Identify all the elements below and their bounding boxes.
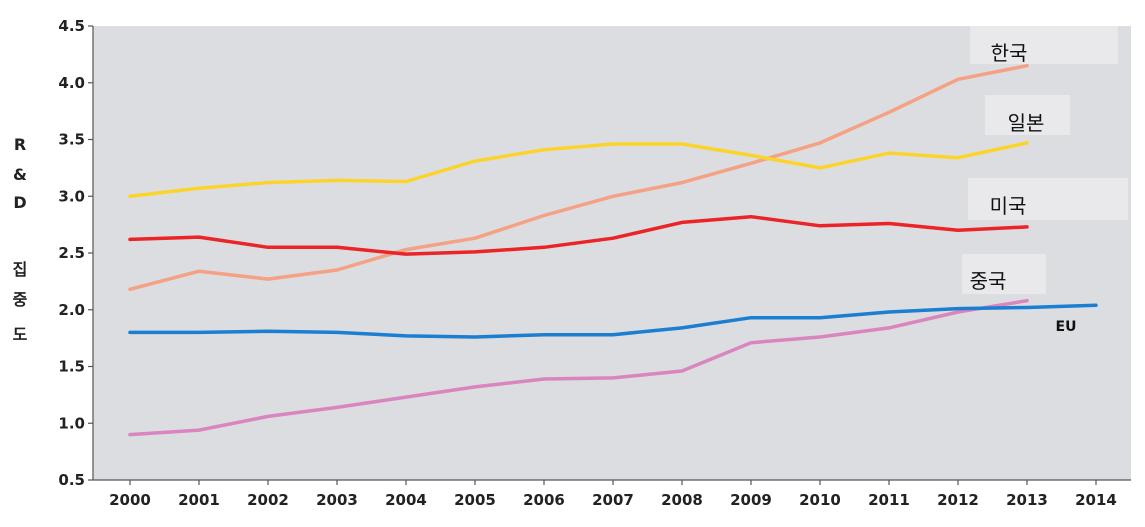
y-tick-label: 1.5 [58, 358, 85, 376]
x-tick-label: 2003 [316, 491, 358, 509]
x-tick-label: 2009 [730, 491, 772, 509]
y-axis-label: R & D 집중도 [13, 135, 28, 344]
y-tick-label: 1.0 [58, 414, 85, 432]
y-axis-label-char: R [14, 135, 26, 154]
x-tick-label: 2013 [1006, 491, 1048, 509]
x-ticks: 2000 2001 2002 2003 2004 2005 2006 2007 2008 2009… [109, 480, 1117, 509]
x-tick-label: 2006 [523, 491, 565, 509]
y-ticks: 0.5 1.0 1.5 2.0 2.5 3.0 3.5 4.0 4.5 [58, 17, 93, 489]
y-axis-label-char: 집 [13, 260, 28, 279]
series-label-box [962, 254, 1046, 294]
series-label-box [970, 26, 1118, 64]
y-axis-label-char: & [13, 165, 27, 184]
y-tick-label: 3.0 [58, 187, 85, 205]
y-tick-label: 4.0 [58, 74, 85, 92]
x-tick-label: 2000 [109, 491, 151, 509]
series-label: 중국 [970, 269, 1007, 293]
x-tick-label: 2008 [661, 491, 703, 509]
series-label-box [968, 178, 1128, 220]
series-label: 일본 [1008, 111, 1045, 135]
y-axis-label-char: 도 [13, 325, 28, 344]
x-tick-label: 2014 [1075, 491, 1117, 509]
series-label: 미국 [990, 194, 1027, 218]
series-line [128, 141, 1029, 199]
y-tick-label: 4.5 [58, 17, 85, 35]
y-tick-label: 3.5 [58, 131, 85, 149]
series-lines [128, 63, 1098, 437]
x-tick-label: 2005 [454, 491, 496, 509]
y-axis-label-char: 중 [13, 290, 28, 309]
y-tick-label: 2.0 [58, 301, 85, 319]
series-label-box [985, 95, 1070, 135]
y-tick-label: 0.5 [58, 471, 85, 489]
series-label: EU [1056, 319, 1077, 335]
plot-area [93, 26, 1131, 480]
series-label: 한국 [991, 41, 1028, 65]
series-line [128, 298, 1029, 437]
x-tick-label: 2010 [799, 491, 841, 509]
series-line [128, 303, 1098, 339]
series-label-boxes [962, 26, 1128, 294]
x-tick-label: 2007 [592, 491, 634, 509]
y-tick-label: 2.5 [58, 244, 85, 262]
x-tick-label: 2001 [178, 491, 220, 509]
series-line [128, 63, 1029, 292]
y-axis-label-char: D [13, 193, 26, 212]
x-tick-label: 2002 [247, 491, 289, 509]
x-tick-label: 2004 [385, 491, 427, 509]
series-line [128, 214, 1029, 256]
x-tick-label: 2012 [937, 491, 979, 509]
x-tick-label: 2011 [868, 491, 910, 509]
